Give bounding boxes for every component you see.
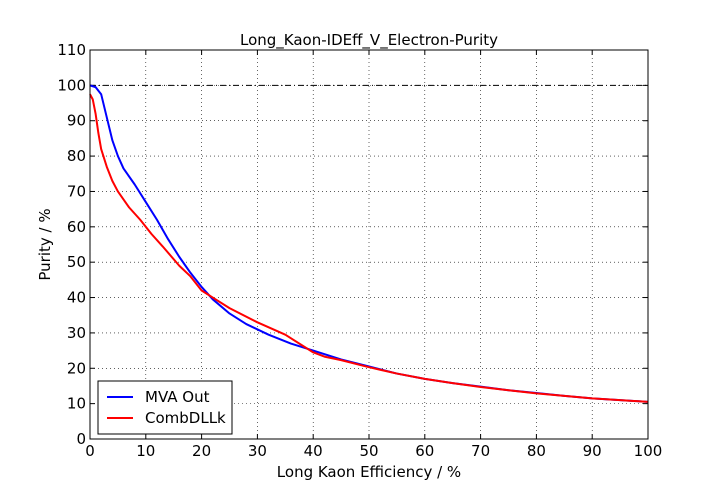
y-tick-label: 100 <box>57 76 86 94</box>
x-tick-label: 0 <box>85 442 95 460</box>
legend-box <box>97 380 233 435</box>
grid <box>90 50 648 439</box>
y-axis-label: Purity / % <box>36 208 54 280</box>
ticks: 0 10 20 30 40 50 60 70 80 90 100 0 10 20 30 40 50 60 70 80 9… <box>57 41 662 460</box>
y-tick-label: 90 <box>67 112 86 130</box>
x-tick-label: 90 <box>583 442 602 460</box>
y-tick-label: 50 <box>67 253 86 271</box>
y-tick-label: 10 <box>67 395 86 413</box>
legend: MVA Out CombDLLk <box>97 380 233 435</box>
x-tick-label: 50 <box>359 442 378 460</box>
x-tick-label: 10 <box>136 442 155 460</box>
y-tick-label: 20 <box>67 359 86 377</box>
y-tick-label: 30 <box>67 324 86 342</box>
x-axis-label: Long Kaon Efficiency / % <box>277 463 461 481</box>
x-tick-label: 70 <box>471 442 490 460</box>
y-tick-label: 0 <box>76 430 86 448</box>
series-line-1 <box>89 93 649 403</box>
x-tick-label: 60 <box>415 442 434 460</box>
series-lines <box>89 84 649 403</box>
y-tick-label: 70 <box>67 182 86 200</box>
plot-frame <box>89 49 649 440</box>
y-tick-label: 80 <box>67 147 86 165</box>
x-tick-label: 20 <box>192 442 211 460</box>
chart-title: Long_Kaon-IDEff_V_Electron-Purity <box>240 31 498 50</box>
x-tick-label: 80 <box>527 442 546 460</box>
legend-label-0: MVA Out <box>145 388 210 406</box>
x-tick-label: 30 <box>248 442 267 460</box>
x-tick-label: 40 <box>304 442 323 460</box>
y-tick-label: 40 <box>67 289 86 307</box>
y-tick-label: 110 <box>57 41 86 59</box>
x-tick-label: 100 <box>634 442 663 460</box>
y-tick-label: 60 <box>67 218 86 236</box>
legend-label-1: CombDLLk <box>145 409 226 427</box>
